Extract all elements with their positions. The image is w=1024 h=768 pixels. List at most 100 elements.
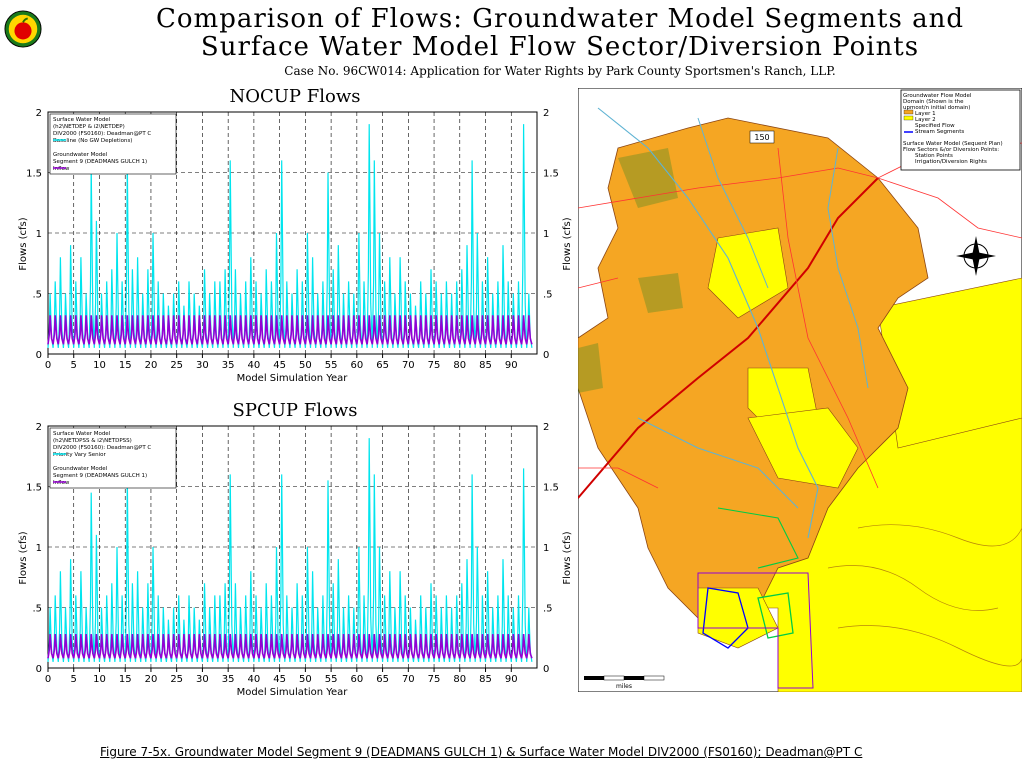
x-tick-label: 60	[350, 674, 363, 685]
y-tick-label-right: 0	[543, 350, 549, 361]
legend-text: Segment 9 (DEADMANS GULCH 1)	[53, 159, 147, 165]
x-tick-label: 50	[299, 674, 312, 685]
y-tick-label: 1.5	[26, 483, 42, 494]
legend-text: (h2\NETDPSS & i2\NETDPSS)	[53, 438, 132, 444]
x-tick-label: 25	[170, 360, 183, 371]
x-tick-label: 65	[376, 674, 389, 685]
x-tick-label: 70	[402, 360, 415, 371]
y-tick-label: 1	[36, 229, 42, 240]
x-tick-label: 35	[222, 674, 235, 685]
map-legend-text: Station Points	[915, 153, 953, 159]
page-title-line-2: Surface Water Model Flow Sector/Diversio…	[200, 32, 920, 62]
y-tick-label: .5	[32, 290, 42, 301]
x-tick-label: 85	[479, 674, 492, 685]
x-tick-label: 45	[273, 360, 286, 371]
y-tick-label: 1	[36, 543, 42, 554]
x-tick-label: 15	[119, 360, 132, 371]
page-subtitle: Case No. 96CW014: Application for Water …	[284, 64, 836, 78]
spcup-flows-chart: SPCUP Flows 0 5 10 15 20 25 30 35 40 45 50 55 60 65 70 7…	[0, 398, 575, 708]
legend-box	[49, 427, 177, 489]
x-tick-label: 5	[71, 674, 77, 685]
map-legend-text: Layer 1	[915, 111, 936, 117]
legend-text: Groundwater Model	[53, 466, 108, 472]
series-line-surface	[47, 438, 533, 663]
y-axis-label: Flows (cfs)	[18, 531, 29, 584]
x-tick-label: 80	[453, 360, 466, 371]
groundwater-model-map: 150 Groundwater Flow Model Domain (Shown …	[577, 87, 1023, 693]
series-line-surface	[47, 124, 533, 349]
y-tick-label-right: .5	[543, 604, 553, 615]
x-tick-label: 30	[196, 674, 209, 685]
apple-icon	[4, 10, 42, 48]
x-tick-label: 0	[45, 674, 51, 685]
y-tick-label: 0	[36, 350, 42, 361]
x-axis-label: Model Simulation Year	[237, 687, 349, 698]
map-scale-label: miles	[616, 683, 632, 690]
y-tick-label-right: 2	[543, 108, 549, 119]
legend-text: Inflow	[53, 166, 70, 172]
y-tick-label: 1.5	[26, 169, 42, 180]
map-legend-text: Layer 2	[915, 117, 936, 123]
y-tick-label-right: 1	[543, 543, 549, 554]
series-line-inflow	[47, 634, 533, 659]
legend-text: Surface Water Model	[53, 431, 111, 437]
x-tick-label: 50	[299, 360, 312, 371]
y-tick-label: 2	[36, 422, 42, 433]
legend-text: Baseline (No GW Depletions)	[53, 138, 132, 144]
legend-text: Inflow	[53, 480, 70, 486]
x-tick-label: 55	[325, 360, 338, 371]
legend-box	[49, 113, 177, 175]
series-line-inflow	[47, 315, 533, 345]
x-axis-label: Model Simulation Year	[237, 373, 349, 384]
legend-text: Surface Water Model	[53, 117, 111, 123]
x-tick-label: 55	[325, 674, 338, 685]
y-tick-label-right: 2	[543, 422, 549, 433]
map-legend-text: Stream Segments	[915, 129, 964, 135]
y-tick-label-right: .5	[543, 290, 553, 301]
map-legend-text: Flow Sectors &/or Diversion Points:	[903, 147, 999, 153]
y-tick-label: 0	[36, 664, 42, 675]
x-tick-label: 90	[505, 674, 518, 685]
y-tick-label: 2	[36, 108, 42, 119]
x-tick-label: 75	[428, 360, 441, 371]
y-tick-label-right: 1.5	[543, 169, 559, 180]
map-legend-text: Domain (Shown is the	[903, 99, 964, 105]
chart-title: NOCUP Flows	[229, 86, 360, 107]
map-legend-text: Surface Water Model (Sequent Plan)	[903, 141, 1003, 147]
x-tick-label: 60	[350, 360, 363, 371]
y-axis-label: Flows (cfs)	[18, 217, 29, 270]
nocup-flows-chart: NOCUP Flows 0 5 10 15 20 25 30 35 40 45 50 55 60 65 70 7…	[0, 84, 575, 394]
x-tick-label: 10	[93, 674, 106, 685]
map-legend-swatch-layer2	[903, 115, 914, 121]
x-tick-label: 35	[222, 360, 235, 371]
x-tick-label: 15	[119, 674, 132, 685]
x-tick-label: 40	[248, 360, 261, 371]
y-tick-label-right: 1.5	[543, 483, 559, 494]
x-tick-label: 25	[170, 674, 183, 685]
chart-legend: Surface Water Model(h2\NETDEP & i2\NETDE…	[49, 113, 177, 175]
legend-text: DIV2000 (FS0160): Deadman@PT C	[53, 445, 151, 451]
map-label-150: 150	[754, 133, 769, 142]
legend-text: (h2\NETDEP & i2\NETDEP)	[53, 124, 125, 130]
compass-rose-icon	[956, 236, 996, 276]
map-legend-text: Specified Flow	[915, 123, 955, 129]
x-tick-label: 70	[402, 674, 415, 685]
y-tick-label: .5	[32, 604, 42, 615]
chart-title: SPCUP Flows	[233, 400, 358, 421]
x-tick-label: 20	[145, 360, 158, 371]
x-tick-label: 90	[505, 360, 518, 371]
legend-text: Segment 9 (DEADMANS GULCH 1)	[53, 473, 147, 479]
map-legend-text: Groundwater Flow Model	[903, 93, 972, 99]
x-tick-label: 45	[273, 674, 286, 685]
x-tick-label: 75	[428, 674, 441, 685]
x-tick-label: 20	[145, 674, 158, 685]
y-axis-label-right: Flows (cfs)	[562, 217, 573, 270]
x-tick-label: 40	[248, 674, 261, 685]
x-tick-label: 85	[479, 360, 492, 371]
x-tick-label: 0	[45, 360, 51, 371]
x-tick-label: 30	[196, 360, 209, 371]
map-legend	[900, 89, 1021, 171]
